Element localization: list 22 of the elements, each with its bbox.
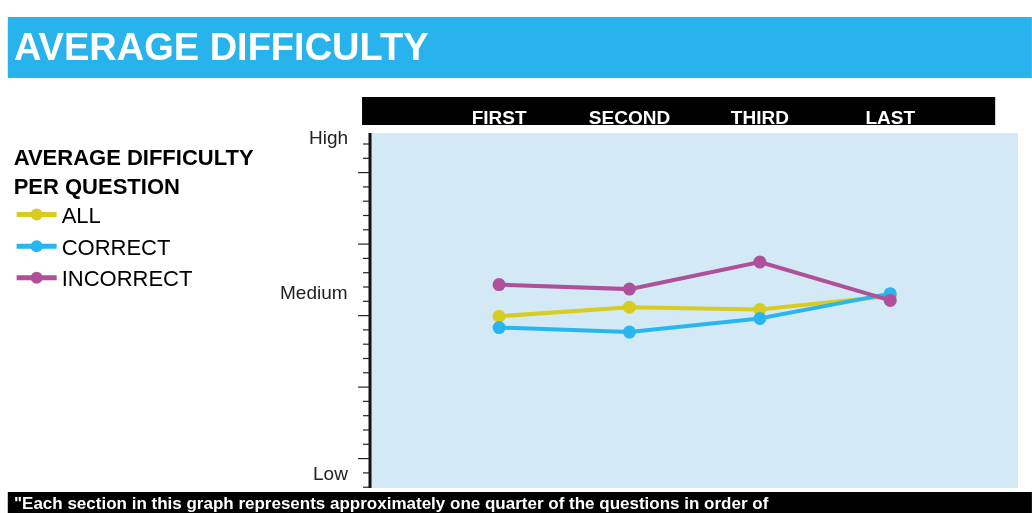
x-tick-label: THIRD (730, 107, 789, 129)
x-tick-label: LAST (865, 107, 916, 129)
x-tick-label: FIRST (471, 107, 527, 129)
point (753, 255, 767, 269)
point (492, 309, 506, 323)
point (883, 293, 897, 307)
point (492, 278, 506, 292)
legend-label: ALL (61, 203, 101, 229)
text: Medium (280, 282, 348, 303)
text: High (309, 127, 349, 148)
text: "Each section in this graph represents approximately one quarter of the questions in order of (14, 494, 769, 513)
legend-title: AVERAGE DIFFICULTY PER QUESTION (13, 145, 254, 199)
point (622, 282, 636, 296)
legend-label: INCORRECT (61, 266, 193, 292)
point (622, 300, 636, 314)
point (622, 325, 636, 339)
point (753, 312, 767, 325)
text: Low (313, 463, 349, 484)
point (492, 321, 506, 335)
chart-title: AVERAGE DIFFICULTY (14, 26, 429, 69)
legend-label: CORRECT (61, 234, 171, 260)
x-tick-label: SECOND (588, 107, 671, 129)
